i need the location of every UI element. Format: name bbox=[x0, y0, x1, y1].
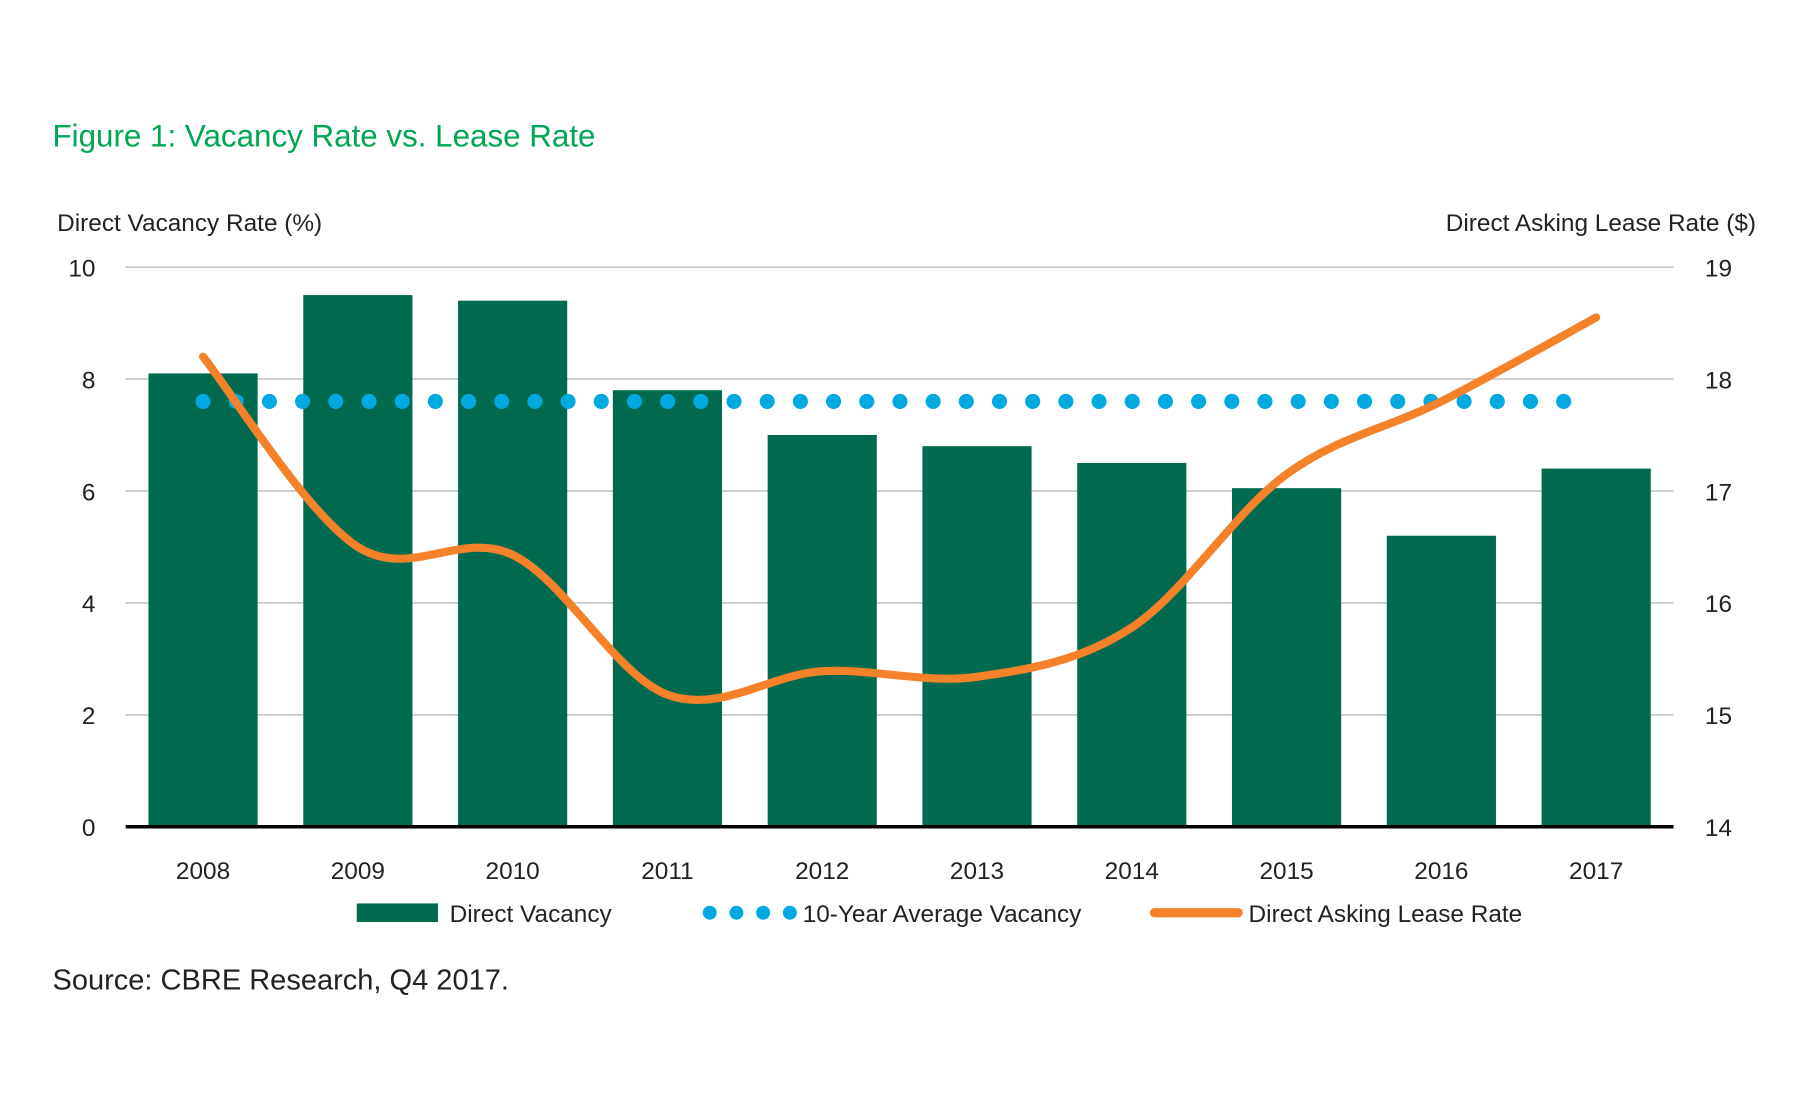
average-dot bbox=[991, 393, 1008, 409]
bar-2017 bbox=[1541, 468, 1651, 827]
average-dot bbox=[958, 393, 974, 409]
right-axis-label: Direct Asking Lease Rate ($) bbox=[1446, 210, 1756, 237]
x-tick-label: 2017 bbox=[1569, 858, 1623, 885]
left-tick-label: 8 bbox=[82, 367, 96, 394]
right-tick-label: 17 bbox=[1705, 479, 1732, 506]
x-tick-label: 2016 bbox=[1414, 858, 1468, 885]
right-tick-label: 15 bbox=[1705, 703, 1732, 730]
x-tick-label: 2014 bbox=[1105, 858, 1159, 885]
x-tick-label: 2015 bbox=[1259, 858, 1313, 885]
legend-label-average: 10-Year Average Vacancy bbox=[803, 901, 1083, 928]
average-dot bbox=[1489, 393, 1505, 409]
left-tick-label: 6 bbox=[82, 479, 96, 506]
average-dot bbox=[527, 393, 543, 409]
chart-title: Figure 1: Vacancy Rate vs. Lease Rate bbox=[53, 118, 596, 153]
average-dot bbox=[195, 393, 211, 409]
x-tick-label: 2009 bbox=[331, 858, 385, 885]
average-dot bbox=[693, 393, 709, 409]
average-dot bbox=[1124, 393, 1140, 409]
average-dot bbox=[394, 393, 410, 409]
average-dot bbox=[1058, 393, 1074, 409]
lease-rate-line bbox=[198, 313, 1601, 705]
average-dot bbox=[494, 393, 510, 409]
bar-2011 bbox=[612, 390, 723, 827]
legend-swatch-direct-vacancy bbox=[356, 903, 439, 923]
average-dot bbox=[328, 393, 344, 409]
right-tick-label: 16 bbox=[1705, 591, 1732, 618]
source-note: Source: CBRE Research, Q4 2017. bbox=[53, 964, 509, 996]
average-dot bbox=[560, 393, 576, 409]
average-dots bbox=[195, 393, 1572, 409]
right-tick-label: 18 bbox=[1705, 367, 1732, 394]
average-dot bbox=[1390, 393, 1406, 409]
average-dot bbox=[1191, 393, 1207, 409]
average-dot bbox=[826, 393, 842, 409]
legend-label-lease: Direct Asking Lease Rate bbox=[1249, 901, 1523, 928]
average-dot bbox=[859, 393, 875, 409]
right-tick-label: 19 bbox=[1705, 255, 1732, 282]
average-dot bbox=[759, 393, 775, 409]
bar-2010 bbox=[458, 300, 568, 827]
average-dot bbox=[460, 393, 477, 409]
average-dot bbox=[1356, 393, 1373, 409]
left-tick-label: 2 bbox=[82, 703, 96, 730]
average-dot bbox=[626, 393, 643, 409]
average-dot bbox=[1556, 393, 1572, 409]
average-dot bbox=[1257, 393, 1273, 409]
bar-2015 bbox=[1232, 488, 1342, 827]
average-dot bbox=[726, 393, 742, 409]
average-dot bbox=[1456, 393, 1472, 409]
average-dot bbox=[1157, 393, 1173, 409]
left-tick-label: 10 bbox=[68, 255, 95, 282]
legend: Direct Vacancy 10-Year Average Vacancy D… bbox=[356, 901, 1523, 928]
average-dot bbox=[792, 393, 808, 409]
bar-2016 bbox=[1386, 535, 1496, 827]
legend-label-direct-vacancy: Direct Vacancy bbox=[450, 901, 613, 928]
x-tick-label: 2008 bbox=[176, 858, 230, 885]
average-dot bbox=[1522, 393, 1539, 409]
x-tick-label: 2012 bbox=[795, 858, 849, 885]
average-dot bbox=[925, 393, 941, 409]
average-dot bbox=[261, 393, 277, 409]
legend-swatch-average bbox=[702, 905, 797, 920]
average-dot bbox=[1323, 393, 1339, 409]
right-tick-label: 14 bbox=[1705, 815, 1732, 842]
x-tick-label: 2011 bbox=[641, 858, 693, 885]
average-dot bbox=[1091, 393, 1107, 409]
left-tick-label: 4 bbox=[82, 591, 96, 618]
average-dot bbox=[660, 393, 676, 409]
left-axis-label: Direct Vacancy Rate (%) bbox=[57, 210, 322, 237]
bars bbox=[148, 295, 1651, 827]
bar-2008 bbox=[148, 373, 258, 827]
average-dot bbox=[1224, 393, 1240, 409]
bar-2013 bbox=[922, 446, 1032, 827]
average-dot bbox=[1025, 393, 1041, 409]
average-dot bbox=[361, 393, 377, 409]
left-tick-label: 0 bbox=[82, 815, 96, 842]
average-dot bbox=[593, 393, 609, 409]
average-dot bbox=[427, 393, 443, 409]
x-tick-label: 2010 bbox=[486, 858, 540, 885]
average-dot bbox=[892, 393, 908, 409]
x-tick-label: 2013 bbox=[950, 858, 1004, 885]
bar-2012 bbox=[767, 434, 877, 827]
average-dot bbox=[1290, 393, 1306, 409]
average-dot bbox=[295, 393, 311, 409]
